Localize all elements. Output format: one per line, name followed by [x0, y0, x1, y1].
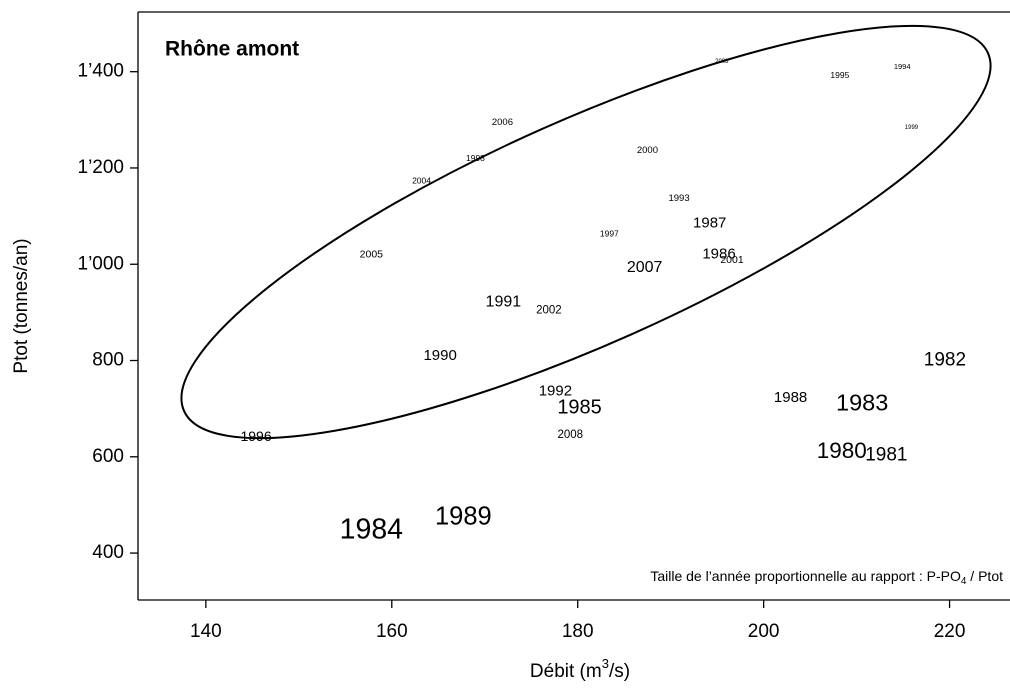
- annotation: Taille de l’année proportionnelle au rap…: [650, 568, 1003, 587]
- x-tick-label: 180: [562, 621, 594, 642]
- year-point: 1984: [340, 513, 404, 545]
- annotation-text: Taille de l’année proportionnelle au rap…: [650, 568, 961, 584]
- year-point: 2004: [412, 176, 431, 186]
- year-point: 2000: [637, 145, 658, 156]
- year-point: 2008: [557, 429, 583, 441]
- x-label-end: /s): [609, 661, 630, 682]
- year-point: 1990: [423, 347, 456, 364]
- chart-title: Rhône amont: [165, 38, 299, 61]
- year-point: 1995: [830, 70, 849, 80]
- x-tick-label: 160: [376, 621, 408, 642]
- year-point: 1980: [817, 438, 867, 463]
- year-point: 1996: [240, 428, 271, 444]
- year-point: 2001: [720, 254, 744, 266]
- year-point: 1997: [600, 229, 619, 239]
- year-point: 1992: [539, 382, 572, 399]
- x-tick-label: 220: [934, 621, 966, 642]
- y-tick-label: 1’200: [78, 157, 125, 178]
- year-point: 1988: [774, 389, 807, 406]
- year-point: 2003: [715, 59, 729, 65]
- x-label-text: Débit (m: [530, 661, 602, 682]
- year-point: 1985: [557, 396, 602, 418]
- year-point: 1986: [702, 246, 735, 263]
- year-point: 1993: [668, 193, 689, 204]
- x-tick-label: 200: [748, 621, 780, 642]
- year-point: 1987: [693, 214, 726, 231]
- year-point: 2006: [492, 117, 513, 128]
- y-tick-label: 1’400: [78, 61, 125, 82]
- year-point: 2002: [536, 304, 562, 316]
- year-point: 1998: [466, 153, 485, 163]
- y-tick-label: 400: [92, 542, 124, 563]
- year-point: 1991: [486, 293, 522, 310]
- y-tick-label: 600: [92, 446, 124, 467]
- y-tick-label: 800: [92, 350, 124, 371]
- annotation-end: / Ptot: [966, 568, 1003, 584]
- year-point: 2007: [627, 259, 663, 276]
- year-point: 1999: [905, 125, 919, 131]
- year-point: 1989: [435, 503, 492, 531]
- year-point: 2005: [360, 248, 384, 260]
- y-tick-label: 1’000: [78, 253, 125, 274]
- year-point: 1981: [865, 444, 907, 465]
- year-point: 1994: [894, 62, 911, 71]
- envelope-ellipse: [180, 24, 992, 440]
- year-point: 1982: [924, 350, 966, 371]
- y-axis-label: Ptot (tonnes/an): [11, 238, 32, 373]
- x-label-sup: 3: [602, 656, 609, 671]
- year-point: 1983: [836, 390, 888, 416]
- x-axis-label: Débit (m3/s): [530, 656, 630, 682]
- annotation-sub: 4: [961, 576, 967, 587]
- x-tick-label: 140: [190, 621, 222, 642]
